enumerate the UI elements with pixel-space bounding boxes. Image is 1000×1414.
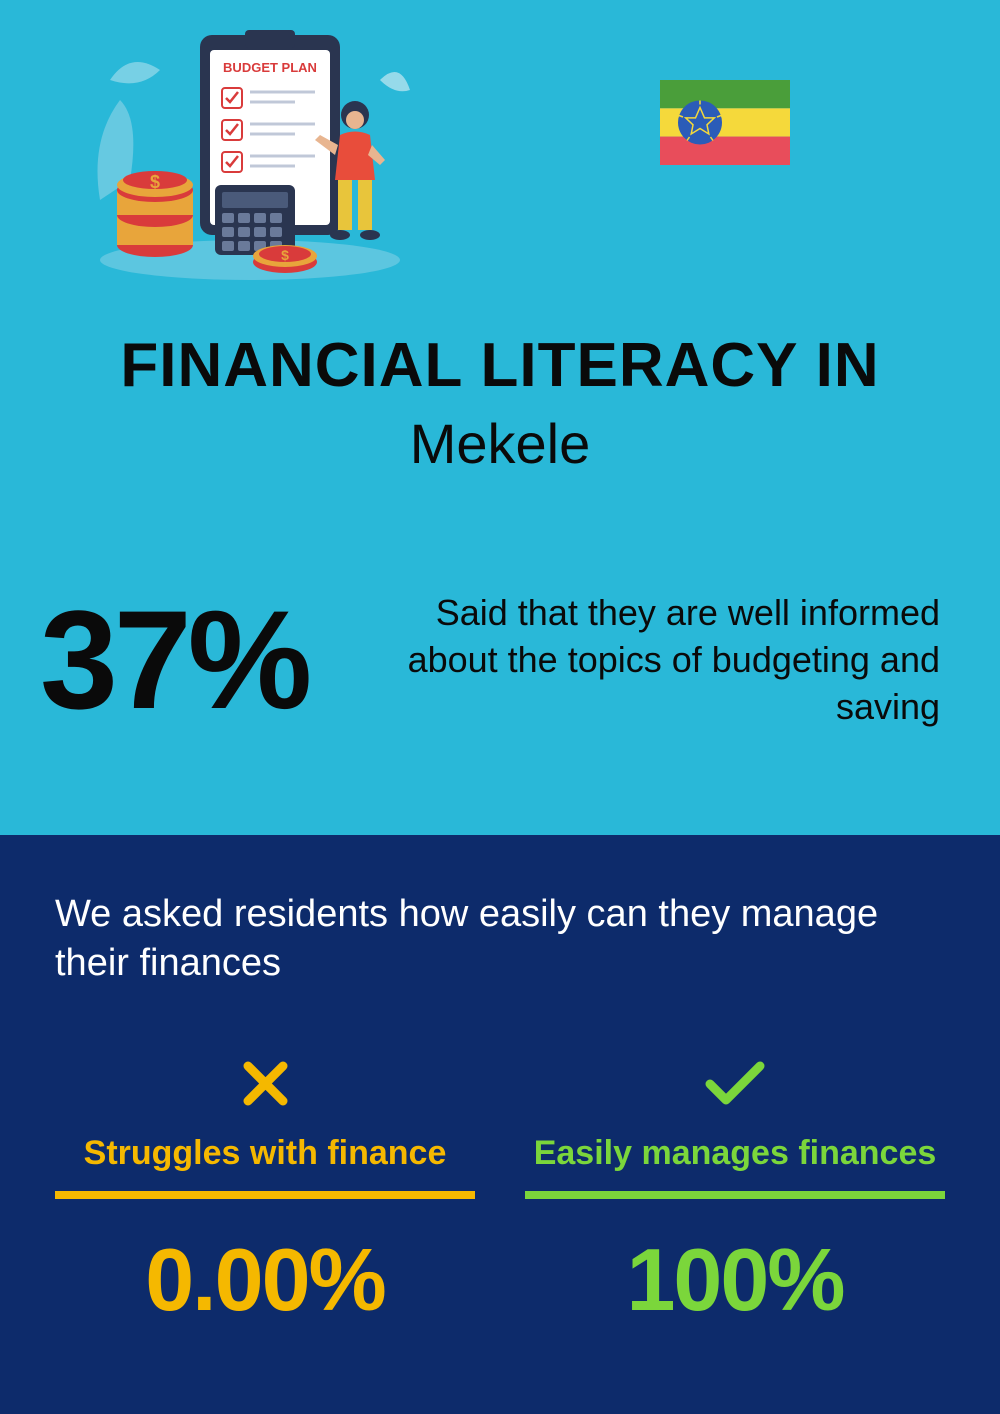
result-value-right: 100% <box>525 1229 945 1331</box>
flag-icon <box>660 80 790 165</box>
results-row: Struggles with finance 0.00% Easily mana… <box>55 1049 945 1331</box>
title-sub: Mekele <box>0 411 1000 476</box>
stat-text: Said that they are well informed about t… <box>348 590 940 730</box>
top-section: BUDGET PLAN <box>0 0 1000 835</box>
divider-left <box>55 1191 475 1199</box>
budget-plan-label: BUDGET PLAN <box>223 60 317 75</box>
cross-icon <box>55 1049 475 1119</box>
svg-text:$: $ <box>150 172 160 192</box>
budget-illustration: BUDGET PLAN <box>80 20 420 280</box>
title-block: FINANCIAL LITERACY IN Mekele <box>0 330 1000 476</box>
result-label-left: Struggles with finance <box>55 1134 475 1173</box>
title-main: FINANCIAL LITERACY IN <box>0 330 1000 401</box>
result-value-left: 0.00% <box>55 1229 475 1331</box>
result-label-right: Easily manages finances <box>525 1134 945 1173</box>
divider-right <box>525 1191 945 1199</box>
check-icon <box>525 1049 945 1119</box>
result-easy: Easily manages finances 100% <box>525 1049 945 1331</box>
result-struggles: Struggles with finance 0.00% <box>55 1049 475 1331</box>
bottom-section: We asked residents how easily can they m… <box>0 835 1000 1414</box>
stat-block: 37% Said that they are well informed abo… <box>40 590 940 730</box>
question-text: We asked residents how easily can they m… <box>55 890 945 989</box>
ethiopia-flag <box>660 80 790 165</box>
stat-percent: 37% <box>40 590 308 730</box>
budget-plan-icon: BUDGET PLAN <box>80 20 420 280</box>
svg-text:$: $ <box>281 247 289 263</box>
